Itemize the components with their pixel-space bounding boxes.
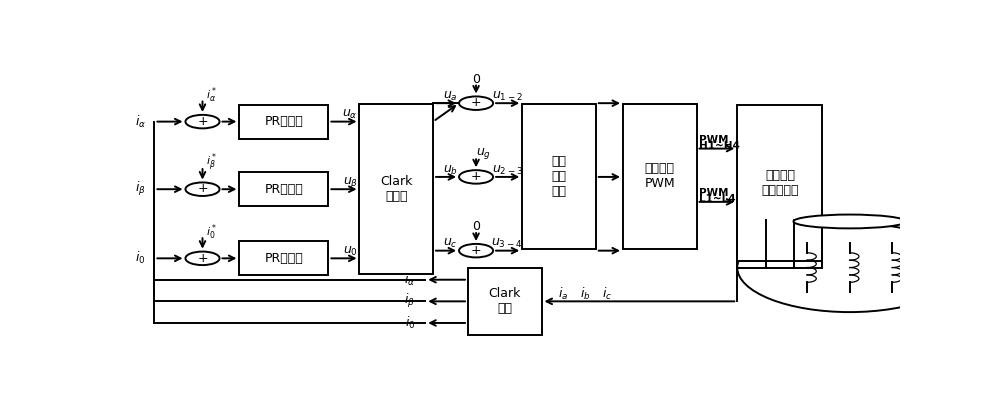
Text: $i_0^*$: $i_0^*$ [206,222,217,242]
Circle shape [459,244,493,257]
Text: 载波比较
PWM: 载波比较 PWM [644,162,675,190]
Text: $u_{1-2}$: $u_{1-2}$ [492,90,522,103]
Text: $u_{2-3}$: $u_{2-3}$ [492,164,523,177]
Text: Clark
变换: Clark 变换 [489,287,521,315]
Text: Clark
逆变换: Clark 逆变换 [380,175,412,203]
Text: $i_\alpha$: $i_\alpha$ [135,114,146,130]
Text: PR控制器: PR控制器 [264,115,303,128]
Text: PWM: PWM [699,188,728,198]
Circle shape [737,223,962,312]
Bar [737,105,822,261]
Circle shape [459,170,493,184]
Circle shape [459,97,493,110]
Text: $u_{3-4}$: $u_{3-4}$ [491,237,523,251]
Text: PR控制器: PR控制器 [264,183,303,196]
Bar [239,105,328,138]
Text: $u_g$: $u_g$ [476,146,491,161]
Text: $i_\beta^*$: $i_\beta^*$ [206,152,217,174]
Text: H1~H4: H1~H4 [699,140,740,150]
Bar [239,172,328,206]
Text: PWM: PWM [699,135,728,145]
Text: 0: 0 [472,73,480,86]
Text: $i_c$: $i_c$ [602,286,612,302]
Text: $i_0$: $i_0$ [405,315,415,331]
Ellipse shape [793,215,906,228]
Bar [623,104,697,249]
Text: 电力电子
变换器拓扑: 电力电子 变换器拓扑 [761,169,799,197]
Circle shape [185,252,220,265]
Text: PR控制器: PR控制器 [264,252,303,265]
Circle shape [185,115,220,128]
Text: $u_a$: $u_a$ [443,90,457,103]
Text: +: + [197,182,208,196]
Text: +: + [197,251,208,265]
Bar [359,104,433,275]
Text: $i_\beta$: $i_\beta$ [135,180,146,198]
Text: +: + [471,170,481,183]
Bar [468,268,542,335]
Text: +: + [471,244,481,257]
Text: 0: 0 [472,221,480,233]
Text: L1~L4: L1~L4 [699,194,736,204]
Text: $u_c$: $u_c$ [443,237,457,251]
Text: +: + [471,97,481,109]
Circle shape [185,182,220,196]
Text: $u_0$: $u_0$ [343,245,358,258]
Bar [239,241,328,275]
Text: $i_0$: $i_0$ [135,250,146,267]
Text: $i_\beta$: $i_\beta$ [404,292,415,310]
Text: $u_\alpha$: $u_\alpha$ [342,108,358,121]
Text: $i_b$: $i_b$ [580,286,590,302]
Text: $i_\alpha^*$: $i_\alpha^*$ [206,86,217,105]
Text: $u_b$: $u_b$ [443,164,458,177]
Bar [522,104,596,249]
Text: $u_\beta$: $u_\beta$ [343,175,358,190]
Text: +: + [197,115,208,128]
Text: $i_a$: $i_a$ [558,286,568,302]
Text: 桥臂
电压
计算: 桥臂 电压 计算 [552,155,566,198]
Text: $i_\alpha$: $i_\alpha$ [404,272,415,288]
